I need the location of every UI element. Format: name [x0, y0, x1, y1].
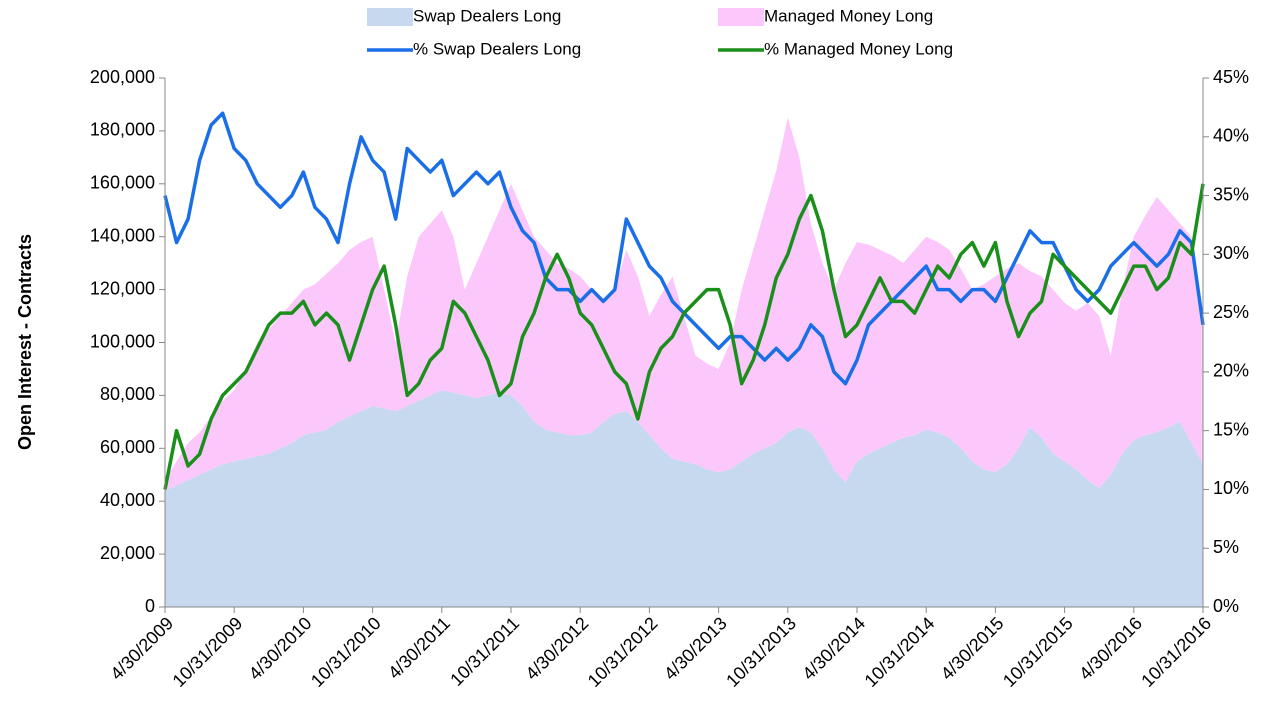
y2-tick-label: 40% — [1213, 126, 1249, 146]
legend-label: % Managed Money Long — [764, 39, 953, 58]
y-tick-label: 120,000 — [90, 278, 155, 298]
x-tick-label: 10/31/2014 — [861, 613, 939, 691]
x-tick-label: 4/30/2010 — [245, 613, 316, 684]
y-tick-label: 40,000 — [100, 490, 155, 510]
y-tick-label: 160,000 — [90, 173, 155, 193]
y2-tick-label: 45% — [1213, 67, 1249, 87]
y-tick-label: 80,000 — [100, 384, 155, 404]
x-tick-label: 10/31/2010 — [307, 613, 385, 691]
x-tick-label: 4/30/2015 — [937, 613, 1008, 684]
legend-swatch — [367, 8, 413, 26]
x-tick-label: 4/30/2009 — [106, 613, 177, 684]
y2-tick-label: 5% — [1213, 537, 1239, 557]
x-tick-label: 10/31/2013 — [722, 613, 800, 691]
area — [165, 390, 1203, 607]
legend: Swap Dealers Long Managed Money Long % Swa… — [367, 6, 953, 58]
y2-tick-label: 20% — [1213, 361, 1249, 381]
legend-label: % Swap Dealers Long — [413, 39, 581, 58]
y-tick-label: 140,000 — [90, 225, 155, 245]
y-tick-label: 100,000 — [90, 331, 155, 351]
legend-label: Swap Dealers Long — [413, 6, 561, 25]
x-tick-label: 10/31/2016 — [1137, 613, 1215, 691]
y2-tick-label: 30% — [1213, 243, 1249, 263]
x-tick-label: 4/30/2011 — [384, 613, 454, 683]
x-tick-label: 10/31/2012 — [584, 613, 662, 691]
x-tick-label: 4/30/2014 — [798, 613, 869, 684]
x-tick-label: 4/30/2016 — [1075, 613, 1146, 684]
y2-tick-label: 25% — [1213, 302, 1249, 322]
y-tick-label: 0 — [145, 596, 155, 616]
x-tick-label: 10/31/2011 — [446, 613, 523, 690]
x-tick-label: 4/30/2013 — [660, 613, 731, 684]
x-tick-label: 4/30/2012 — [522, 613, 593, 684]
y2-tick-label: 0% — [1213, 596, 1239, 616]
y2-tick-label: 10% — [1213, 478, 1249, 498]
line — [163, 183, 1205, 490]
y-tick-label: 60,000 — [100, 437, 155, 457]
x-tick-label: 10/31/2015 — [999, 613, 1077, 691]
y-axis-label: Open Interest - Contracts — [15, 234, 35, 450]
area — [165, 117, 1203, 491]
y-tick-label: 180,000 — [90, 120, 155, 140]
y-tick-label: 20,000 — [100, 543, 155, 563]
y-tick-label: 200,000 — [90, 67, 155, 87]
x-tick-label: 10/31/2009 — [169, 613, 247, 691]
legend-swatch — [718, 8, 764, 26]
y2-tick-label: 35% — [1213, 184, 1249, 204]
legend-label: Managed Money Long — [764, 6, 933, 25]
y2-tick-label: 15% — [1213, 419, 1249, 439]
